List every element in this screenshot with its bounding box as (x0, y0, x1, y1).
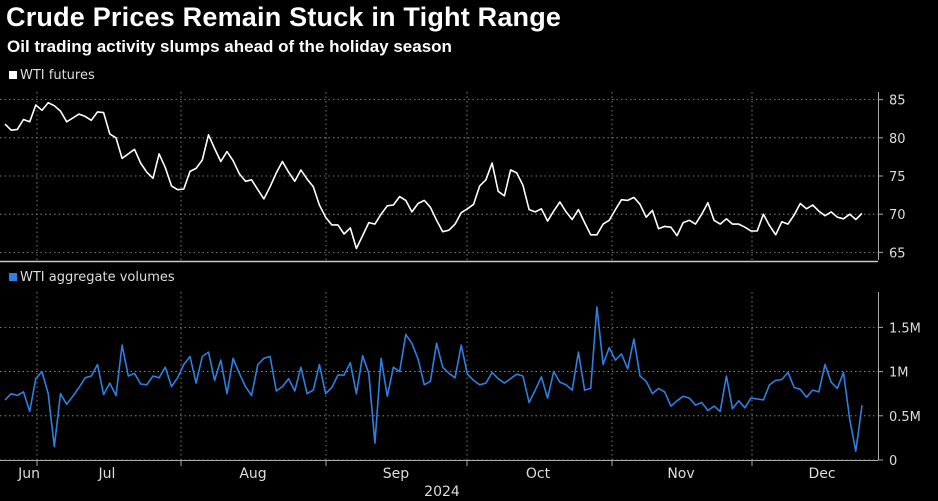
price-tick-label: 70 (889, 208, 906, 223)
price-tick-label: 85 (889, 94, 906, 109)
x-tick-label-sep: Sep (383, 466, 410, 482)
legend-price: WTI futures (20, 68, 95, 83)
price-tick-label: 75 (889, 170, 906, 185)
volume-tick-label: 0.5M (889, 410, 921, 425)
legend-volume: WTI aggregate volumes (20, 270, 175, 285)
volume-tick-label: 1M (889, 366, 909, 381)
volume-tick-label: 0 (889, 454, 897, 469)
x-tick-label-nov: Nov (667, 466, 694, 482)
volume-tick-label: 1.5M (889, 321, 921, 336)
x-tick-label-oct: Oct (526, 466, 551, 482)
x-axis-year: 2024 (424, 484, 460, 500)
chart-title: Crude Prices Remain Stuck in Tight Range (6, 2, 562, 32)
legend-swatch-volume (9, 273, 17, 281)
x-tick-label-dec: Dec (808, 466, 835, 482)
wti-futures-line (4, 101, 863, 250)
wti-volume-line (4, 306, 863, 452)
x-tick-label-aug: Aug (239, 466, 266, 482)
price-tick-label: 80 (889, 132, 906, 147)
x-tick-label-jun: Jun (17, 466, 40, 482)
chart-subtitle: Oil trading activity slumps ahead of the… (7, 37, 452, 56)
legend-swatch-price (9, 71, 17, 79)
x-tick-label-jul: Jul (98, 466, 116, 482)
price-tick-label: 65 (889, 246, 906, 261)
